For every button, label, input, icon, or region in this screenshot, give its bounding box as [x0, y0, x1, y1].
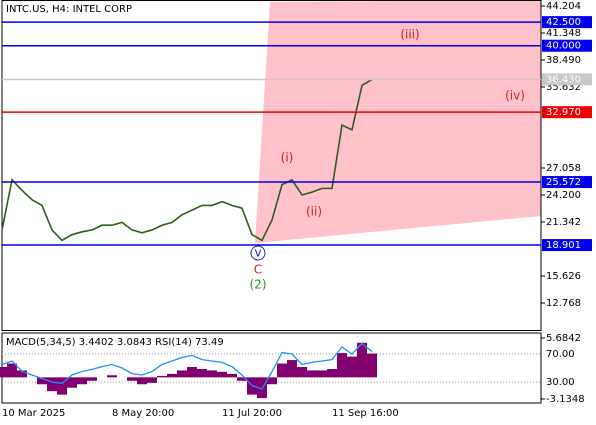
macd-bar: [287, 360, 297, 378]
x-tick-label: 10 Mar 2025: [2, 408, 65, 419]
level-label: 36.430: [546, 74, 581, 85]
level-label: 42.500: [546, 17, 581, 28]
level-label: 18.901: [546, 240, 581, 251]
macd-bar: [307, 370, 317, 378]
wave-label: C: [254, 263, 262, 277]
macd-bar: [107, 375, 117, 378]
macd-bar: [57, 377, 67, 395]
level-label-bg: [542, 106, 592, 119]
x-tick-label: 8 May 20:00: [112, 408, 174, 419]
macd-bar: [157, 375, 167, 378]
price-frame: [1, 0, 542, 331]
y-tick-label: 15.626: [546, 271, 581, 282]
macd-bar: [277, 363, 287, 378]
macd-bar: [187, 366, 197, 378]
wave-circle: [250, 245, 266, 261]
macd-bar: [147, 377, 157, 383]
macd-bar: [347, 356, 357, 378]
series-line: [1, 78, 373, 242]
macd-bar: [367, 353, 377, 378]
macd-bar: [37, 377, 47, 385]
macd-bar: [267, 377, 277, 385]
y-tick-label: 27.058: [546, 163, 581, 174]
level-label-bg: [542, 16, 592, 29]
macd-bar: [47, 377, 57, 392]
level-label-bg: [542, 73, 592, 86]
macd-bar: [87, 377, 97, 381]
x-tick-label: 11 Jul 20:00: [222, 408, 282, 419]
y-tick-label: 21.342: [546, 217, 581, 228]
y2-tick-label: 30.00: [546, 377, 575, 388]
y-tick-label: 41.348: [546, 28, 581, 39]
x-tick-label: 11 Sep 16:00: [332, 408, 399, 419]
macd-bar: [297, 366, 307, 378]
indicator-title: MACD(5,34,5) 3.4402 3.0843 RSI(14) 73.49: [6, 337, 224, 348]
macd-bar: [77, 377, 87, 385]
y-tick-label: 44.204: [546, 1, 581, 12]
level-label-bg: [542, 39, 592, 52]
macd-bar: [7, 363, 17, 378]
wave-label: v: [254, 246, 261, 260]
y-tick-label: 5.6842: [546, 333, 581, 344]
y-tick-label: 24.200: [546, 190, 581, 201]
wave-label: (i): [281, 151, 294, 165]
macd-bar: [0, 366, 7, 378]
macd-bar: [207, 370, 217, 378]
level-label: 40.000: [546, 41, 581, 52]
level-label-bg: [542, 176, 592, 189]
y-tick-label: 38.490: [546, 55, 581, 66]
macd-bar: [337, 353, 347, 378]
macd-bar: [237, 377, 247, 381]
macd-bar: [127, 377, 137, 381]
macd-bar: [167, 373, 177, 378]
macd-bar: [177, 370, 187, 378]
chart-title: INTC.US, H4: INTEL CORP: [6, 4, 132, 15]
y-tick-label: 35.632: [546, 82, 581, 93]
macd-bar: [17, 370, 27, 378]
macd-bar: [217, 371, 227, 378]
macd-bar: [227, 373, 237, 378]
macd-bar: [137, 377, 147, 385]
y2-tick-label: 70.00: [546, 349, 575, 360]
projection-channel: [255, 0, 541, 243]
rsi-line: [1, 342, 373, 390]
macd-bar: [197, 369, 207, 378]
level-label: 32.970: [546, 107, 581, 118]
wave-label: (iii): [400, 28, 419, 42]
y-tick-label: -3.1348: [546, 394, 585, 405]
y-tick-label: 12.768: [546, 298, 581, 309]
macd-bar: [327, 369, 337, 378]
wave-label: (2): [250, 278, 267, 292]
macd-bar: [357, 342, 367, 378]
wave-label: (ii): [306, 205, 322, 219]
macd-bar: [67, 377, 77, 388]
level-label-bg: [542, 239, 592, 252]
wave-label: (iv): [505, 88, 525, 102]
level-label: 25.572: [546, 177, 581, 188]
macd-bar: [317, 370, 327, 378]
